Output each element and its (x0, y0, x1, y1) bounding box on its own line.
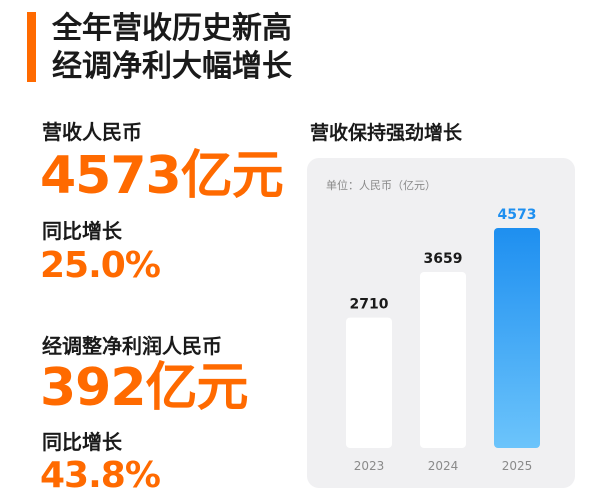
profit-label: 经调整净利润人民币 (42, 334, 222, 358)
bar-2023 (346, 317, 392, 448)
revenue-growth-value: 25.0% (40, 245, 161, 286)
bar-value-label-2023: 2710 (350, 297, 389, 313)
x-tick-label-2025: 2025 (502, 459, 533, 473)
profit-growth-label: 同比增长 (42, 430, 122, 454)
profit-value: 392亿元 (40, 358, 249, 418)
headline-line-2: 经调净利大幅增长 (52, 49, 292, 84)
x-tick-label-2023: 2023 (354, 459, 385, 473)
revenue-growth-label: 同比增长 (42, 219, 122, 243)
headline-accent-bar (27, 12, 36, 82)
bar-2024 (420, 271, 466, 448)
chart-title: 营收保持强劲增长 (310, 122, 463, 144)
bar-2025 (494, 228, 540, 448)
headline-line-1: 全年营收历史新高 (52, 11, 292, 46)
chart-unit-note: 单位：人民币（亿元） (326, 179, 436, 192)
headline: 全年营收历史新高 经调净利大幅增长 (52, 10, 292, 86)
revenue-value: 4573亿元 (40, 146, 284, 206)
bar-value-label-2025: 4573 (498, 207, 537, 223)
bar-value-label-2024: 3659 (424, 251, 463, 267)
revenue-label: 营收人民币 (42, 120, 142, 144)
x-tick-label-2024: 2024 (428, 459, 459, 473)
profit-growth-value: 43.8% (40, 455, 161, 496)
